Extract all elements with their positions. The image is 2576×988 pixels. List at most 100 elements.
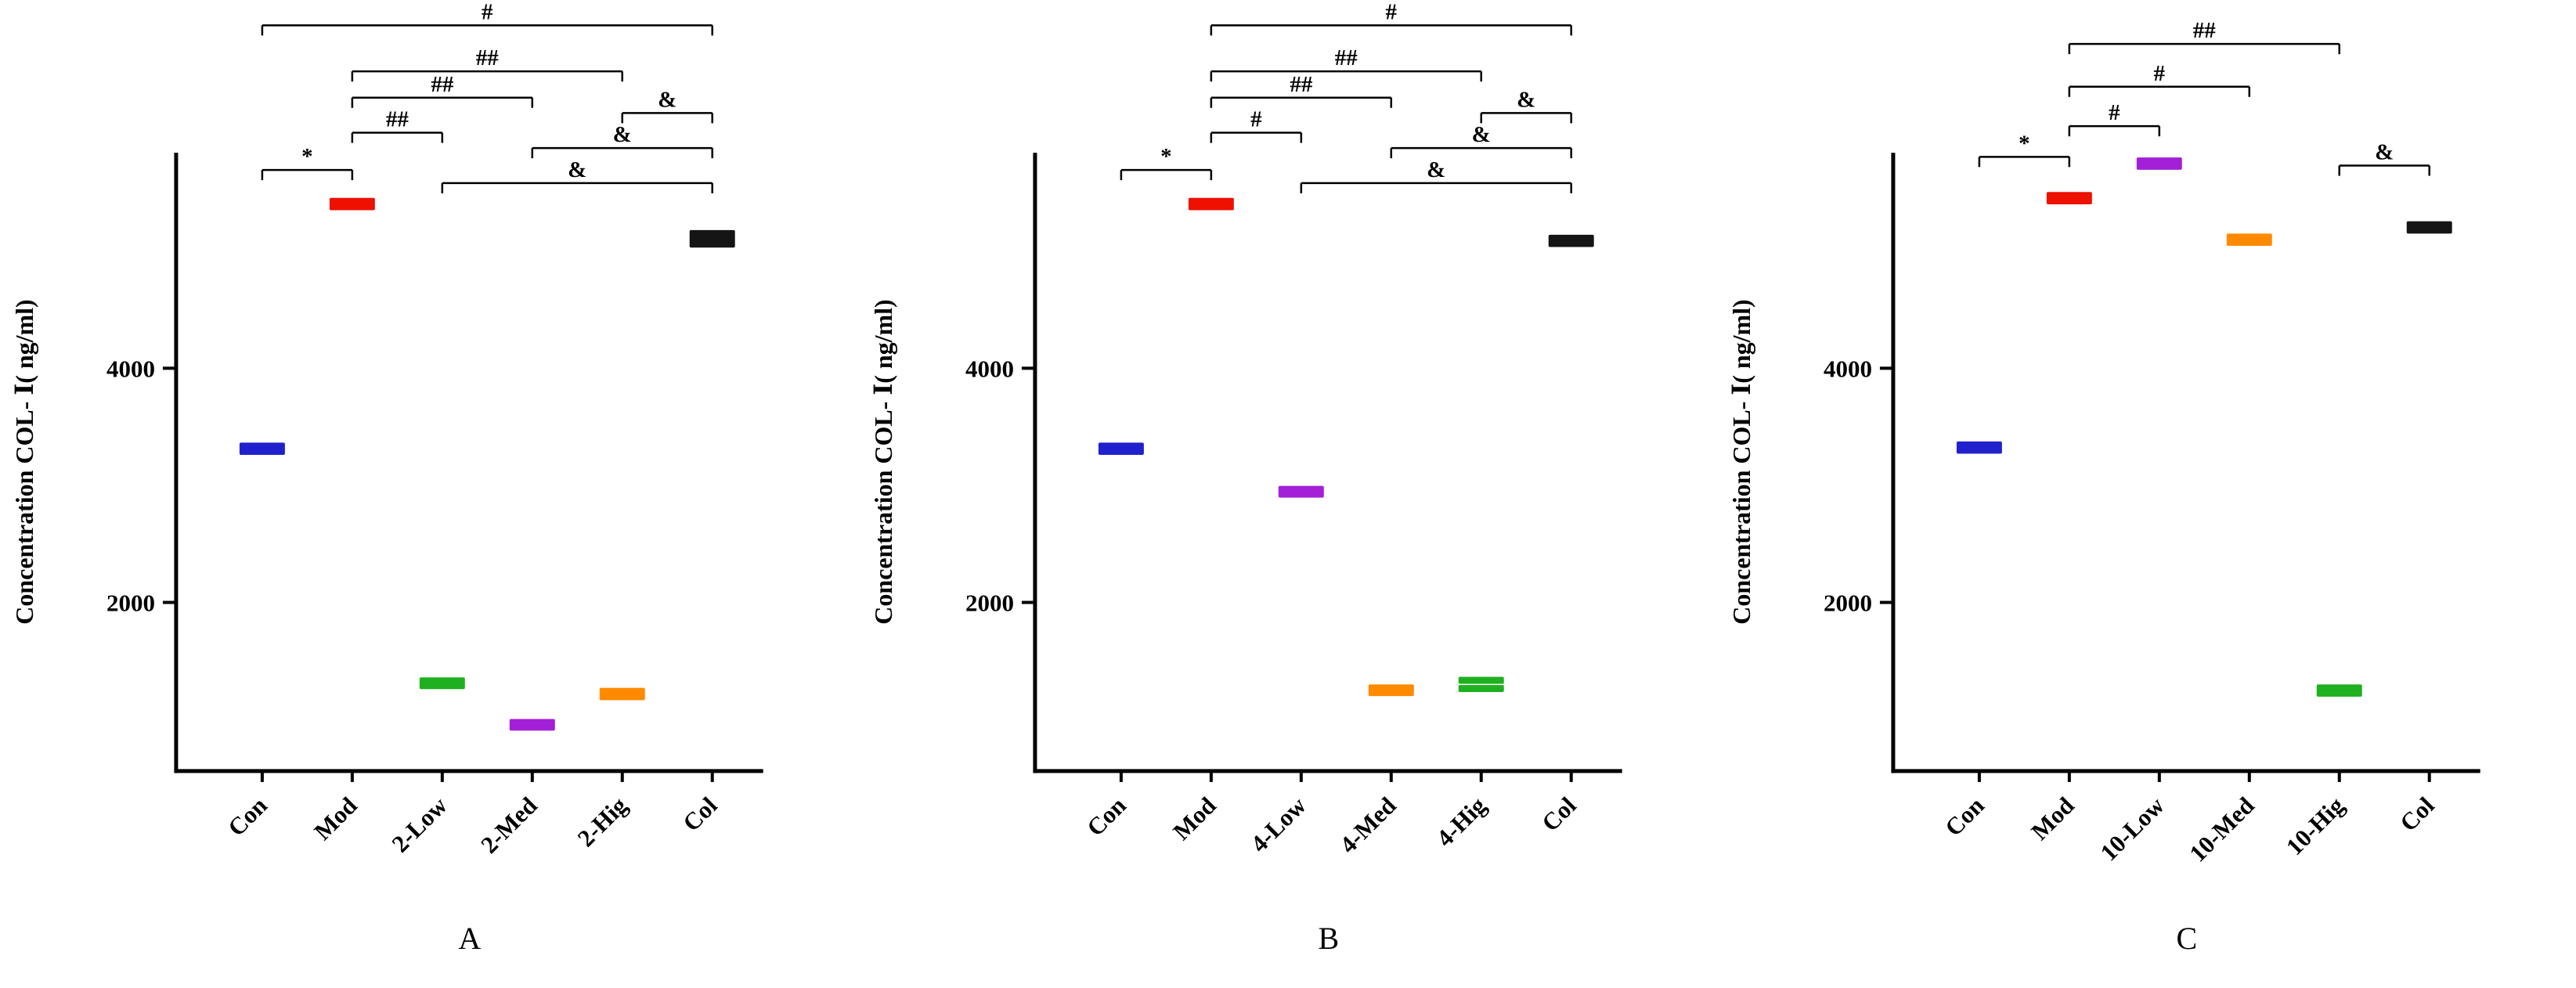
x-category-label: 10-Med xyxy=(2184,791,2260,867)
significance-bracket: & xyxy=(1390,122,1572,159)
significance-bracket: ## xyxy=(1210,45,1482,82)
x-category-label: 2-Med xyxy=(475,791,543,859)
y-axis-label: Concentration COL- Ⅰ( ng/ml) xyxy=(11,299,38,624)
x-category-label: Con xyxy=(1081,791,1131,842)
significance-bracket: * xyxy=(261,144,354,181)
marker-2-low xyxy=(419,677,465,685)
significance-bracket: ## xyxy=(2068,18,2341,55)
x-category-label: 2-Low xyxy=(386,791,453,858)
marker-10-med xyxy=(2227,233,2273,241)
significance-bracket: ## xyxy=(351,107,444,143)
significance-label: & xyxy=(568,157,586,182)
significance-bracket: ## xyxy=(351,72,534,108)
marker-2-hig xyxy=(599,687,645,695)
significance-label: & xyxy=(658,87,676,112)
data-markers xyxy=(1098,197,1594,697)
significance-label: & xyxy=(1471,122,1490,147)
marker-4-low xyxy=(1278,485,1324,493)
significance-bracket: & xyxy=(1300,157,1572,193)
significance-label: # xyxy=(482,0,493,24)
significance-bracket: ## xyxy=(1210,72,1392,108)
marker-con xyxy=(1098,442,1144,450)
x-category-label: Col xyxy=(677,791,723,837)
significance-bracket: & xyxy=(621,87,713,124)
marker-con xyxy=(1957,441,2003,449)
marker-col xyxy=(689,229,735,237)
significance-label: ## xyxy=(2193,18,2216,43)
y-tick-label: 2000 xyxy=(1824,589,1872,616)
marker-10-hig xyxy=(2317,684,2363,692)
marker-mod xyxy=(329,197,375,205)
significance-bracket: # xyxy=(2068,61,2251,97)
x-category-label: 2-Hig xyxy=(572,791,633,852)
x-category-label: 10-Hig xyxy=(2281,791,2350,860)
significance-bracket: * xyxy=(1120,144,1212,181)
y-tick-label: 4000 xyxy=(1824,355,1872,382)
significance-label: # xyxy=(2154,61,2166,86)
significance-label: * xyxy=(1160,144,1172,169)
significance-label: ## xyxy=(431,72,453,97)
x-category-label: 4-Med xyxy=(1334,791,1402,859)
x-category-label: Mod xyxy=(2026,791,2080,846)
data-markers xyxy=(239,197,735,731)
significance-label: & xyxy=(2375,140,2394,165)
significance-bracket: # xyxy=(1210,107,1302,143)
x-category-label: Mod xyxy=(308,791,363,846)
y-tick-label: 2000 xyxy=(965,589,1014,616)
axes xyxy=(1033,153,1622,773)
significance-label: & xyxy=(1517,87,1535,112)
marker-mod xyxy=(1188,197,1234,205)
marker-2-med xyxy=(509,719,555,727)
marker-col xyxy=(2407,221,2453,229)
significance-label: * xyxy=(301,144,313,169)
significance-bracket: ## xyxy=(351,45,624,82)
significance-bracket: & xyxy=(531,122,713,159)
significance-label: & xyxy=(1427,157,1445,182)
significance-bracket: # xyxy=(261,0,713,36)
significance-label: ## xyxy=(476,45,499,70)
marker-col xyxy=(1548,234,1594,242)
significance-label: # xyxy=(1385,0,1397,24)
axes xyxy=(174,153,763,773)
x-category-label: Con xyxy=(1939,791,1990,842)
significance-label: * xyxy=(2019,131,2030,156)
significance-bracket: & xyxy=(441,157,713,193)
x-category-label: Col xyxy=(2394,791,2440,837)
significance-bracket: & xyxy=(1480,87,1572,124)
y-tick-label: 2000 xyxy=(106,589,155,616)
panel-letter: A xyxy=(458,921,481,956)
significance-label: ## xyxy=(1334,45,1357,70)
significance-bracket: # xyxy=(2068,100,2161,137)
x-category-label: 4-Hig xyxy=(1431,791,1491,852)
significance-bracket: & xyxy=(2338,140,2431,176)
significance-bracket: * xyxy=(1978,131,2071,168)
panel-letter: B xyxy=(1318,921,1339,956)
data-markers xyxy=(1957,157,2453,697)
x-category-label: Con xyxy=(222,791,272,842)
x-category-label: 10-Low xyxy=(2095,791,2170,867)
x-category-label: 4-Low xyxy=(1245,791,1311,858)
significance-label: # xyxy=(2109,100,2120,125)
x-category-label: Mod xyxy=(1167,791,1221,846)
marker-10-low xyxy=(2137,157,2183,165)
panel-letter: C xyxy=(2177,921,2198,956)
significance-label: ## xyxy=(386,107,409,132)
marker-4-med xyxy=(1368,684,1414,692)
y-axis-label: Concentration COL- Ⅰ( ng/ml) xyxy=(1728,299,1755,624)
y-tick-label: 4000 xyxy=(965,355,1014,382)
marker-mod xyxy=(2047,192,2093,200)
marker-con xyxy=(239,442,285,450)
significance-label: # xyxy=(1250,107,1262,132)
marker-4-hig xyxy=(1458,676,1504,684)
significance-label: ## xyxy=(1290,72,1312,97)
y-tick-label: 4000 xyxy=(106,355,155,382)
significance-label: & xyxy=(613,122,632,147)
x-category-label: Col xyxy=(1536,791,1582,837)
y-axis-label: Concentration COL- Ⅰ( ng/ml) xyxy=(870,299,897,624)
significance-bracket: # xyxy=(1210,0,1572,36)
